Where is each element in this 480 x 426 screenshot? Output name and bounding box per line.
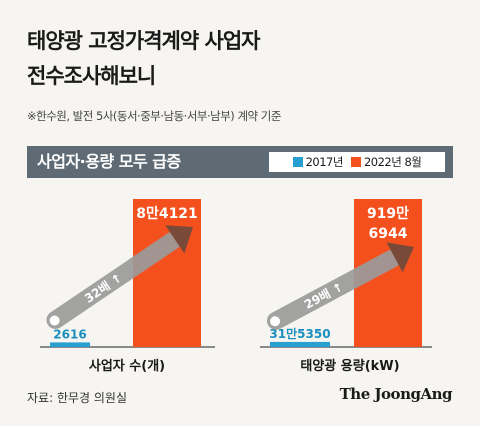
banner-title: 사업자·용량 모두 급증: [37, 152, 181, 171]
legend-item-2022: 2022년 8월: [350, 154, 422, 170]
legend-label-2022: 2022년 8월: [363, 155, 422, 169]
brand-logo: The JoongAng: [339, 385, 453, 403]
chart-banner: 사업자·용량 모두 급증 2017년 2022년 8월: [27, 146, 453, 178]
bar-2017-panel-1: [50, 342, 90, 347]
legend-swatch-2022: [350, 157, 361, 167]
growth-label-panel-2: 29배 ↑: [301, 279, 345, 312]
axis-label-panel-1: 사업자 수(개): [89, 358, 165, 374]
legend-item-2017: 2017년: [292, 154, 344, 170]
value-label-2022-panel-2-line-2: 6944: [369, 226, 408, 242]
headline: 태양광 고정가격계약 사업자 전수조사해보니: [27, 24, 260, 94]
legend-swatch-2017: [292, 157, 303, 167]
headline-line-1: 태양광 고정가격계약 사업자: [27, 29, 260, 53]
legend-label-2017: 2017년: [305, 155, 344, 169]
arrow-shaft-panel-1: [46, 231, 182, 329]
value-label-2022-panel-1: 8만4121: [136, 206, 198, 222]
arrow-tail-dot-panel-1: [49, 315, 60, 326]
footnote: ※한수원, 발전 5사(동서·중부·남동·서부·남부) 계약 기준: [27, 109, 281, 123]
headline-line-2: 전수조사해보니: [27, 64, 156, 88]
value-label-2017-panel-1: 2616: [53, 327, 86, 341]
value-label-2017-panel-2: 31만5350: [269, 326, 330, 341]
arrow-head-panel-2: [386, 242, 414, 273]
bar-2017-panel-2: [270, 341, 330, 347]
bar-2022-panel-1: [133, 199, 201, 347]
value-label-2022-panel-2-line-1: 919만: [367, 206, 409, 222]
arrow-shaft-panel-2: [266, 249, 401, 330]
legend: 2017년 2022년 8월: [269, 152, 445, 172]
source-note: 자료: 한무경 의원실: [27, 391, 127, 405]
axis-label-panel-2: 태양광 용량(kW): [300, 358, 399, 374]
arrow-head-panel-1: [165, 225, 194, 254]
arrow-tail-dot-panel-2: [270, 316, 281, 327]
